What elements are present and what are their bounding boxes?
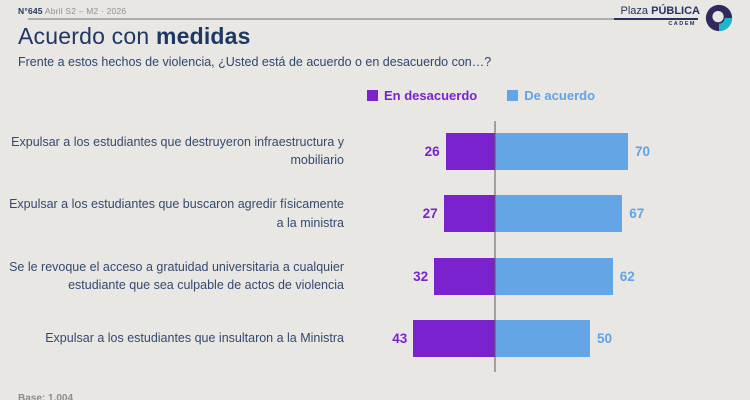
disagree-bar [413, 320, 495, 358]
legend-item-acuerdo: De acuerdo [507, 88, 595, 103]
edition-meta: N°645 Abril S2 – M2 · 2026 [18, 6, 126, 16]
disagree-value: 27 [422, 206, 438, 222]
cadem-logo-icon [705, 4, 733, 32]
disagree-bar [434, 257, 495, 295]
legend-label-desacuerdo: En desacuerdo [384, 88, 478, 103]
header-rule-accent [614, 17, 698, 20]
category-label: Se le revoque el acceso a gratuidad univ… [9, 259, 344, 293]
legend-swatch-acuerdo-icon [507, 90, 519, 101]
header-rule [28, 18, 614, 20]
disagree-value: 43 [392, 331, 408, 347]
agree-bar [495, 132, 628, 170]
bar-row: Expulsar a los estudiantes que destruyer… [0, 120, 750, 183]
disagree-bar [443, 195, 495, 233]
bar-zone: 32 62 [357, 257, 750, 295]
brand-plaza: Plaza [620, 5, 652, 17]
bar-row: Expulsar a los estudiantes que buscaron … [0, 183, 750, 246]
agree-bar [495, 257, 613, 295]
edition-text: Abril S2 – M2 · 2026 [42, 6, 127, 16]
legend-swatch-desacuerdo-icon [367, 90, 378, 101]
category-label: Expulsar a los estudiantes que buscaron … [9, 197, 344, 230]
issue-number: N°645 [18, 6, 43, 16]
bar-row: Expulsar a los estudiantes que insultaro… [0, 308, 750, 371]
brand-wordmark: Plaza PÚBLICA [621, 5, 700, 17]
bar-row: Se le revoque el acceso a gratuidad univ… [0, 245, 750, 308]
agree-value: 50 [597, 331, 613, 347]
agree-value: 62 [619, 268, 635, 284]
agree-value: 67 [629, 206, 645, 222]
brand-cadem: CADEM [668, 21, 696, 27]
brand-publica: PÚBLICA [651, 5, 700, 17]
agree-value: 70 [635, 143, 651, 159]
chart-area: Expulsar a los estudiantes que destruyer… [0, 120, 750, 374]
legend: En desacuerdo De acuerdo [367, 88, 595, 103]
chart-rows: Expulsar a los estudiantes que destruyer… [0, 120, 750, 370]
agree-bar [495, 195, 623, 233]
agree-bar [495, 320, 590, 358]
category-label: Expulsar a los estudiantes que destruyer… [11, 134, 344, 168]
base-note: Base: 1.004 [18, 393, 74, 400]
page-title: Acuerdo con medidas [18, 23, 251, 50]
bar-zone: 26 70 [357, 132, 750, 170]
disagree-bar [445, 132, 495, 170]
legend-label-acuerdo: De acuerdo [524, 88, 596, 103]
axis-line [494, 121, 496, 372]
disagree-value: 32 [413, 268, 429, 284]
disagree-value: 26 [424, 143, 440, 159]
bar-zone: 43 50 [357, 320, 750, 358]
category-label: Expulsar a los estudiantes que insultaro… [45, 331, 344, 346]
bar-zone: 27 67 [357, 195, 750, 233]
title-regular: Acuerdo con [18, 23, 156, 49]
survey-question: Frente a estos hechos de violencia, ¿Ust… [18, 55, 492, 69]
legend-item-desacuerdo: En desacuerdo [367, 88, 477, 103]
title-bold: medidas [155, 23, 251, 49]
